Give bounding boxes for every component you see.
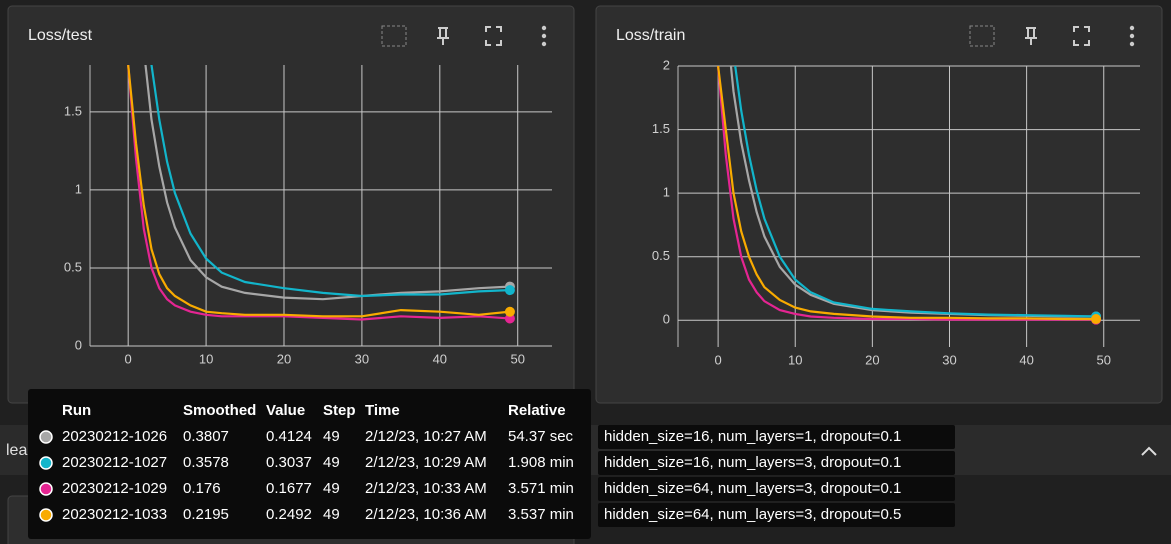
hparam-label: hidden_size=64, num_layers=3, dropout=0.… — [604, 506, 901, 523]
series-line — [734, 66, 1097, 318]
tooltip-cell: 0.3578 — [183, 454, 229, 471]
x-tick-label: 0 — [714, 352, 721, 367]
tooltip-cell: 3.571 min — [508, 480, 574, 497]
y-tick-label: 1 — [663, 185, 670, 200]
x-tick-label: 20 — [277, 351, 291, 366]
x-tick-label: 30 — [942, 352, 956, 367]
tooltip-cell: 49 — [323, 428, 340, 445]
x-tick-label: 10 — [788, 352, 802, 367]
y-tick-label: 0.5 — [652, 248, 670, 263]
x-tick-label: 50 — [510, 351, 524, 366]
tooltip-cell: 20230212-1029 — [62, 480, 167, 497]
series-line — [127, 65, 510, 321]
run-color — [39, 430, 53, 444]
x-tick-label: 0 — [125, 351, 132, 366]
fullscreen-button[interactable] — [1073, 26, 1090, 46]
run-color — [39, 456, 53, 470]
tooltip-box — [28, 389, 591, 539]
tooltip-cell: 0.2492 — [266, 506, 312, 523]
x-tick-label: 50 — [1097, 352, 1111, 367]
tooltip-cell: 0.4124 — [266, 428, 312, 445]
y-tick-label: 0 — [75, 337, 82, 352]
series-line — [127, 65, 511, 318]
fit-domain-button[interactable] — [381, 25, 407, 47]
pin-button[interactable] — [1025, 27, 1037, 45]
tooltip-cell: 0.1677 — [266, 480, 312, 497]
hparam-box — [598, 425, 955, 449]
y-tick-label: 0 — [663, 312, 670, 327]
chart-card: Loss/test 0 0.5 1 1.5 0 10 20 30 40 50 — [7, 5, 575, 404]
end-point — [504, 285, 515, 296]
tooltip-cell: 20230212-1026 — [62, 428, 167, 445]
tooltip-cell: 49 — [323, 454, 340, 471]
tooltip-header: Run — [62, 402, 91, 419]
tooltip-cell: 54.37 sec — [508, 428, 574, 445]
card — [595, 5, 1163, 404]
menu-button[interactable] — [541, 41, 547, 47]
series-line — [144, 65, 510, 301]
y-tick-label: 1.5 — [652, 121, 670, 136]
tooltip-cell: 20230212-1027 — [62, 454, 167, 471]
menu-button[interactable] — [541, 33, 547, 39]
series-line — [717, 66, 1096, 321]
end-point — [1091, 314, 1102, 325]
x-tick-label: 20 — [865, 352, 879, 367]
tooltip-cell: 1.908 min — [508, 454, 574, 471]
tooltip-cell: 49 — [323, 506, 340, 523]
tooltip-cell: 2/12/23, 10:33 AM — [365, 480, 487, 497]
x-tick-label: 40 — [433, 351, 447, 366]
menu-button[interactable] — [1129, 41, 1135, 47]
chart-title: Loss/train — [616, 27, 685, 44]
x-tick-label: 40 — [1019, 352, 1033, 367]
x-tick-label: 30 — [355, 351, 369, 366]
hparam-label: hidden_size=16, num_layers=1, dropout=0.… — [604, 428, 901, 445]
run-color — [39, 482, 53, 496]
tooltip-cell: 20230212-1033 — [62, 506, 167, 523]
tooltip-cell: 2/12/23, 10:36 AM — [365, 506, 487, 523]
y-tick-label: 0.5 — [64, 259, 82, 274]
hparam-box — [598, 503, 955, 527]
y-tick-label: 2 — [663, 57, 670, 72]
tooltip-header: Smoothed — [183, 402, 256, 419]
tooltip-cell: 2/12/23, 10:29 AM — [365, 454, 487, 471]
collapse-icon[interactable] — [1141, 446, 1157, 456]
tooltip-cell: 0.2195 — [183, 506, 229, 523]
tooltip-header: Relative — [508, 402, 566, 419]
hparam-box — [598, 451, 955, 475]
hparam-label: hidden_size=16, num_layers=3, dropout=0.… — [604, 454, 901, 471]
x-tick-label: 10 — [199, 351, 213, 366]
tooltip-cell: 0.3807 — [183, 428, 229, 445]
tooltip-header: Value — [266, 402, 305, 419]
card — [7, 5, 575, 404]
series-line — [150, 65, 510, 298]
y-tick-label: 1 — [75, 181, 82, 196]
tooltip-cell: 0.3037 — [266, 454, 312, 471]
chart-title: Loss/test — [28, 27, 93, 44]
tooltip-header: Step — [323, 402, 356, 419]
tooltip-header: Time — [365, 402, 400, 419]
run-color — [39, 508, 53, 522]
series-line — [717, 66, 1096, 321]
tooltip-cell: 3.537 min — [508, 506, 574, 523]
hparam-box — [598, 477, 955, 501]
menu-button[interactable] — [1129, 25, 1135, 31]
hparam-label: hidden_size=64, num_layers=3, dropout=0.… — [604, 480, 901, 497]
pin-button[interactable] — [437, 27, 449, 45]
tooltip-cell: 2/12/23, 10:27 AM — [365, 428, 487, 445]
tooltip-cell: 0.176 — [183, 480, 221, 497]
menu-button[interactable] — [541, 25, 547, 31]
y-tick-label: 1.5 — [64, 103, 82, 118]
fullscreen-button[interactable] — [485, 26, 502, 46]
menu-button[interactable] — [1129, 33, 1135, 39]
fit-domain-button[interactable] — [969, 25, 995, 47]
end-point — [504, 306, 515, 317]
tooltip-cell: 49 — [323, 480, 340, 497]
